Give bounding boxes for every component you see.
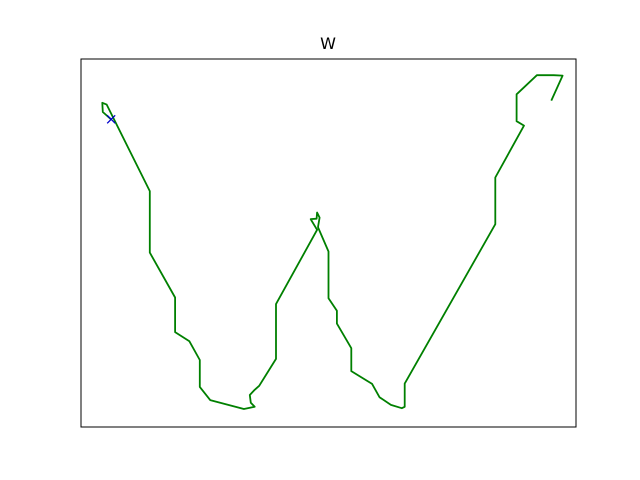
plot-area <box>101 74 564 410</box>
series-line <box>101 74 564 410</box>
plot-frame <box>80 58 577 428</box>
chart-title: W <box>320 34 336 53</box>
start-marker <box>106 114 116 124</box>
